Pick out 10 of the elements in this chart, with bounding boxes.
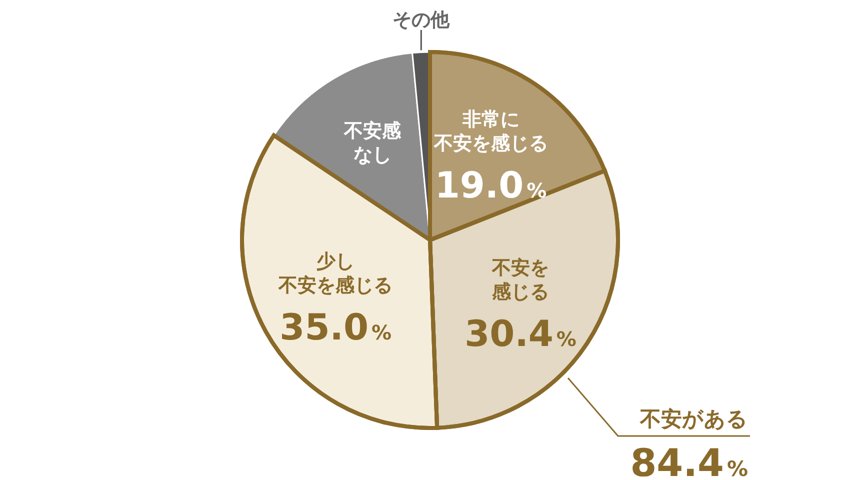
slice-label: 少し不安を感じる xyxy=(278,250,393,296)
slice-label: 不安を感じる xyxy=(491,256,550,303)
slice-label: その他 xyxy=(392,9,451,31)
data-label: 35.0% xyxy=(280,307,392,348)
slice-label: 非常に不安を感じる xyxy=(432,108,548,154)
data-label: 30.4% xyxy=(464,314,576,355)
data-label: 19.0% xyxy=(434,165,547,206)
slice-label: 不安感なし xyxy=(342,120,402,166)
text: 不安がある xyxy=(639,407,748,431)
text: 84.4% xyxy=(630,441,748,480)
